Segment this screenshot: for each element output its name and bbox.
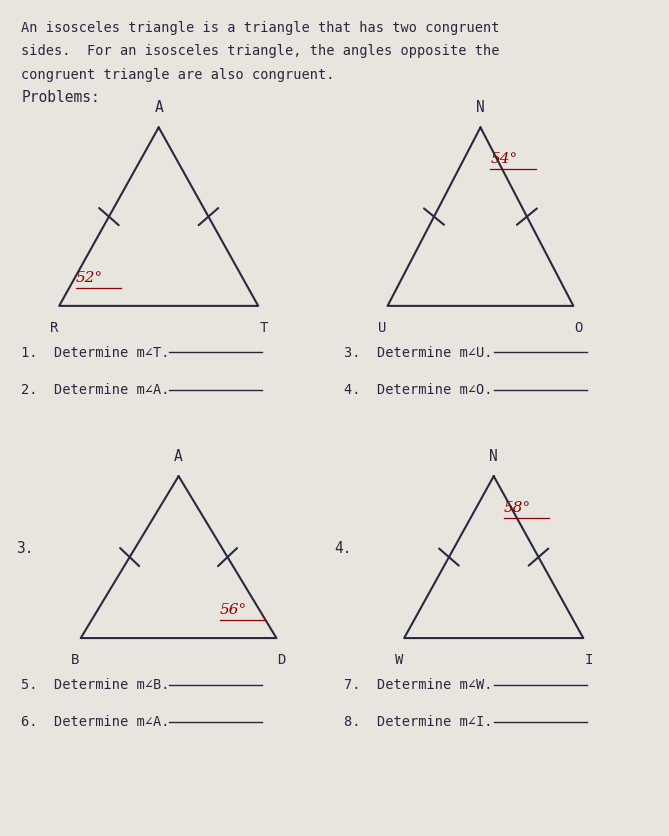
Text: sides.  For an isosceles triangle, the angles opposite the: sides. For an isosceles triangle, the an… [21, 44, 500, 59]
Text: An isosceles triangle is a triangle that has two congruent: An isosceles triangle is a triangle that… [21, 21, 500, 35]
Text: 5.  Determine m∠B.: 5. Determine m∠B. [21, 678, 170, 692]
Text: W: W [395, 653, 403, 667]
Text: Problems:: Problems: [21, 90, 100, 105]
Text: 3.  Determine m∠U.: 3. Determine m∠U. [345, 346, 493, 359]
Text: R: R [50, 321, 58, 335]
Text: N: N [476, 99, 485, 115]
Text: 3.: 3. [16, 541, 33, 556]
Text: 58°: 58° [504, 501, 531, 515]
Text: 6.  Determine m∠A.: 6. Determine m∠A. [21, 716, 170, 729]
Text: O: O [575, 321, 583, 335]
Text: 8.  Determine m∠I.: 8. Determine m∠I. [345, 716, 493, 729]
Text: 4.: 4. [334, 541, 352, 556]
Text: 7.  Determine m∠W.: 7. Determine m∠W. [345, 678, 493, 692]
Text: D: D [278, 653, 286, 667]
Text: 4.  Determine m∠O.: 4. Determine m∠O. [345, 383, 493, 397]
Text: 54°: 54° [490, 152, 518, 166]
Text: 56°: 56° [220, 604, 247, 617]
Text: congruent triangle are also congruent.: congruent triangle are also congruent. [21, 68, 335, 82]
Text: 2.  Determine m∠A.: 2. Determine m∠A. [21, 383, 170, 397]
Text: 1.  Determine m∠T.: 1. Determine m∠T. [21, 346, 170, 359]
Text: N: N [489, 449, 498, 464]
Text: A: A [155, 99, 163, 115]
Text: A: A [174, 449, 183, 464]
Text: 52°: 52° [76, 271, 103, 285]
Text: U: U [378, 321, 387, 335]
Text: T: T [260, 321, 268, 335]
Text: I: I [585, 653, 593, 667]
Text: B: B [71, 653, 80, 667]
